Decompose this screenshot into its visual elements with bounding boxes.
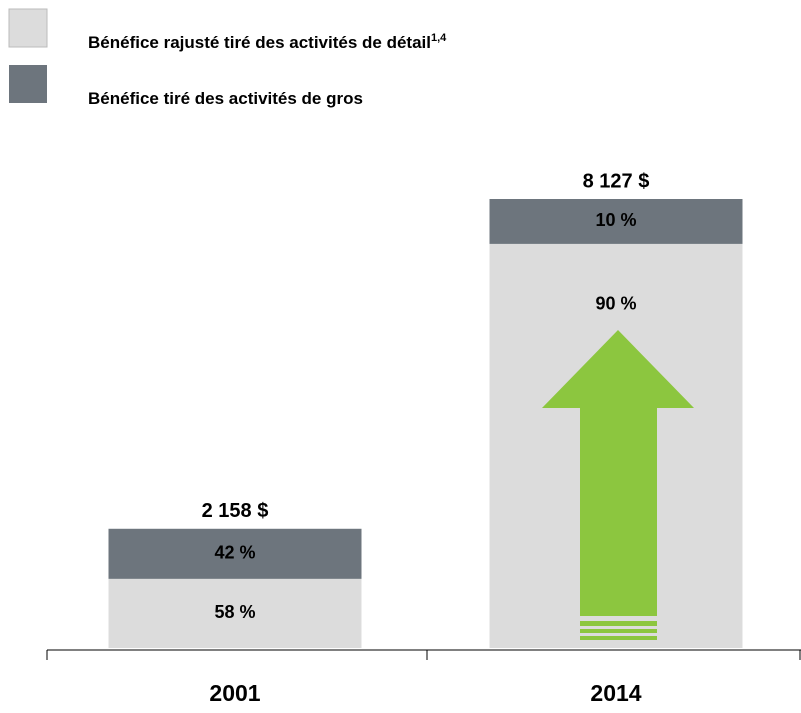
legend-swatch (9, 65, 47, 103)
segment-label: 58 % (214, 602, 255, 622)
legend-label: Bénéfice rajusté tiré des activités de d… (88, 32, 447, 53)
arrow-stripe (580, 629, 657, 633)
legend-label: Bénéfice tiré des activités de gros (88, 89, 363, 108)
arrow-stripe (580, 621, 657, 626)
growth-arrow (542, 330, 694, 640)
bar-segment (108, 528, 362, 579)
x-tick-label: 2014 (590, 680, 641, 706)
x-tick-label: 2001 (209, 680, 260, 706)
legend-text: Bénéfice rajusté tiré des activités de d… (88, 33, 431, 52)
arrow-shape (542, 330, 694, 616)
segment-label: 10 % (595, 210, 636, 230)
total-label: 8 127 $ (583, 170, 650, 192)
bar-segment (489, 199, 743, 244)
total-label: 2 158 $ (202, 500, 269, 522)
legend-swatch (8, 8, 48, 48)
bar-segment (108, 578, 362, 648)
legend-text: Bénéfice tiré des activités de gros (88, 89, 363, 108)
legend-footnote: 1,4 (431, 32, 447, 44)
arrow-stripe (580, 636, 657, 640)
segment-label: 42 % (214, 543, 255, 563)
segment-label: 90 % (595, 294, 636, 314)
